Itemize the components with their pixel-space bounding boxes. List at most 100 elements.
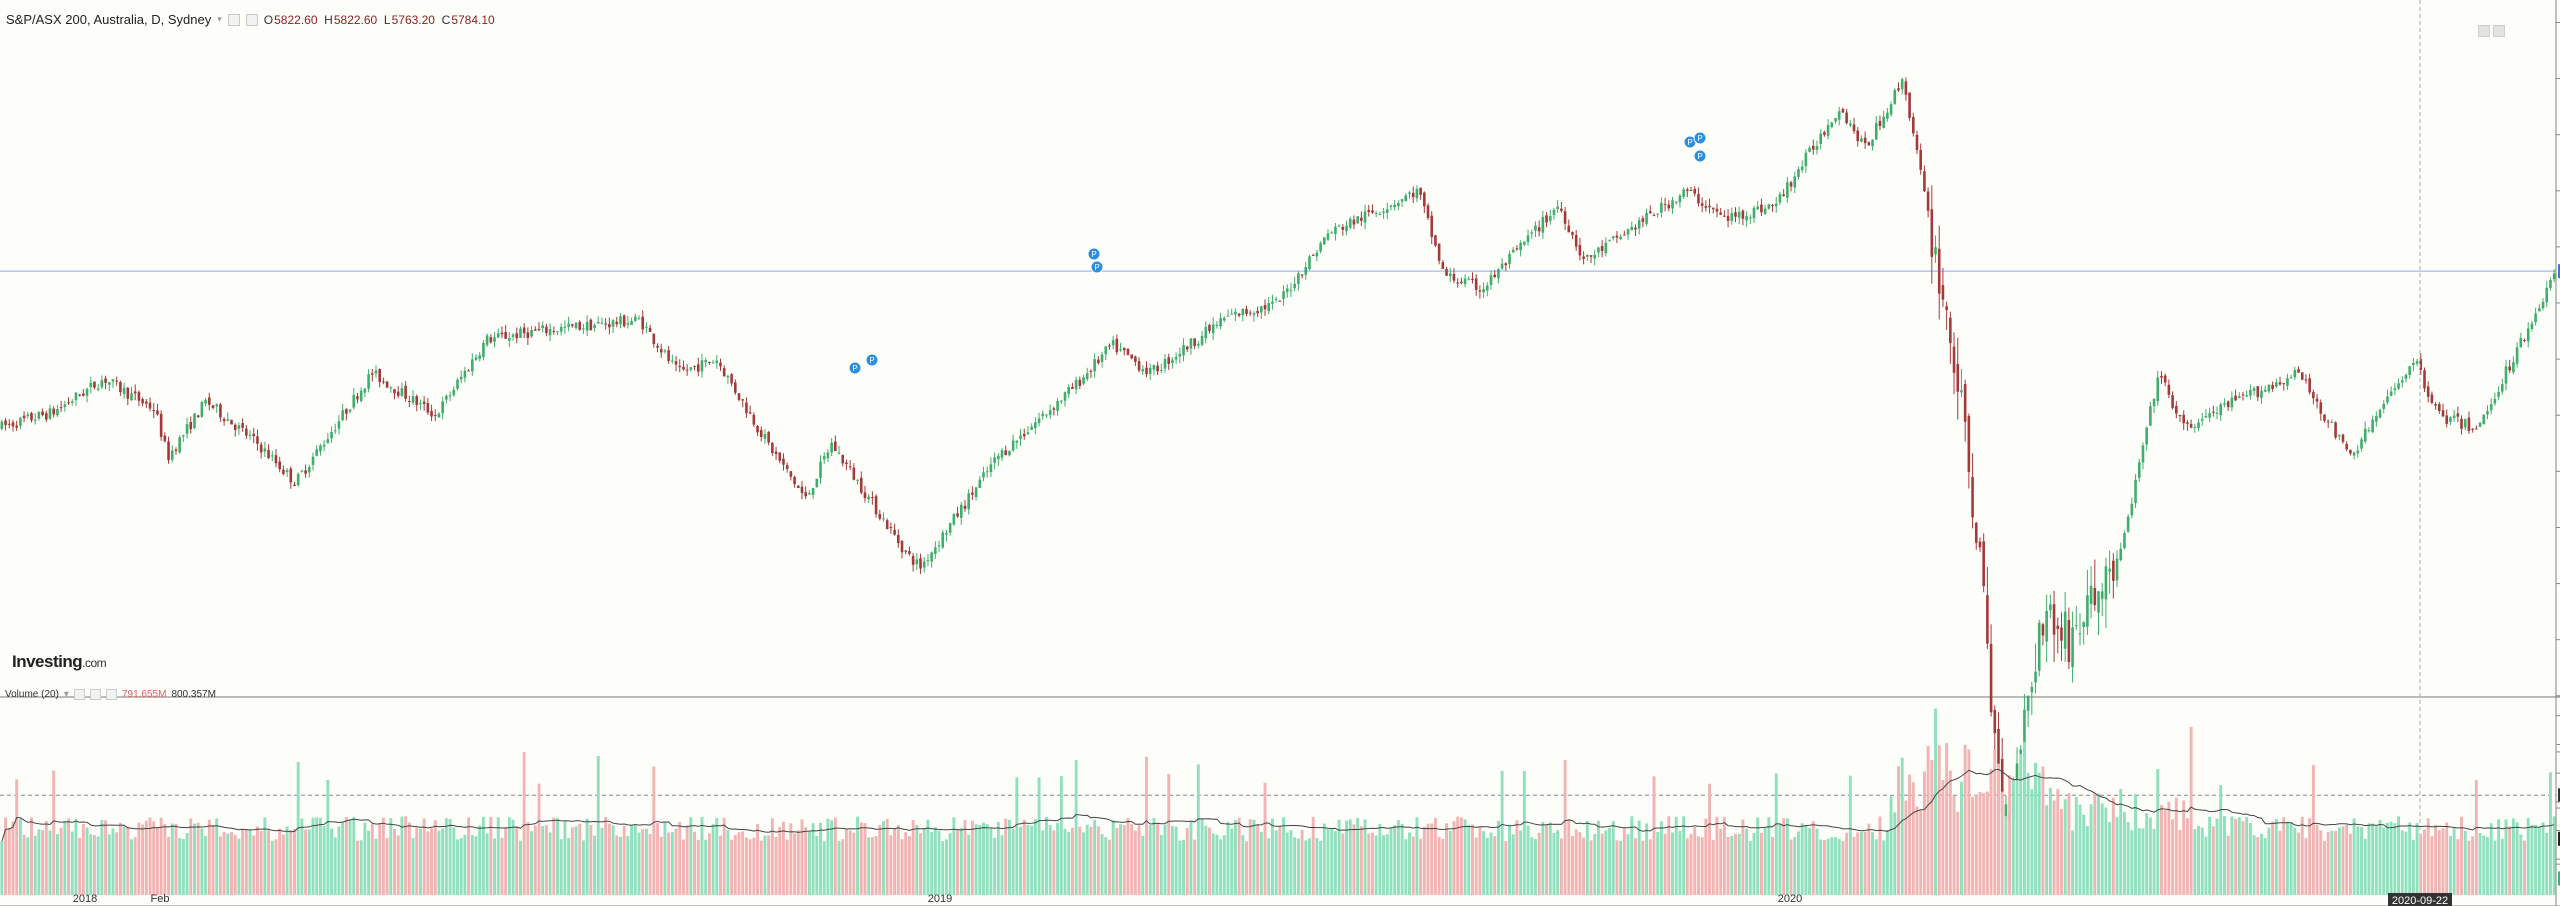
candle-body: [385, 381, 389, 388]
close-icon[interactable]: [105, 689, 117, 700]
volume-bar: [1241, 835, 1245, 895]
candle-body: [626, 323, 630, 325]
volume-bar: [193, 823, 196, 895]
candle-body: [1093, 359, 1096, 372]
logo-suffix: .com: [82, 656, 107, 670]
event-marker-icon[interactable]: [1693, 149, 1707, 163]
volume-bar: [248, 829, 252, 895]
candle-body: [2341, 434, 2345, 442]
volume-dropdown-icon[interactable]: ▾: [63, 689, 69, 700]
candle-body: [2530, 323, 2534, 330]
volume-bar: [1756, 817, 1760, 895]
volume-bar: [2337, 827, 2341, 895]
candlestick-series: [0, 77, 2556, 839]
candle-body: [426, 402, 430, 413]
volume-bar: [719, 835, 722, 895]
candle-body: [2382, 403, 2386, 409]
volume-bar: [1389, 827, 1393, 895]
candle-body: [511, 334, 515, 337]
volume-bar: [537, 783, 541, 895]
volume-bar: [904, 832, 908, 895]
volume-bar: [267, 830, 271, 895]
candle-body: [1734, 212, 1737, 217]
volume-bar: [841, 839, 845, 895]
candle-body: [1949, 317, 1952, 344]
candle-body: [500, 332, 504, 335]
candle-body: [1078, 379, 1082, 386]
candle-body: [1708, 205, 1711, 208]
candle-body: [622, 315, 626, 327]
candle-body: [74, 392, 78, 401]
settings-icon[interactable]: [245, 13, 258, 26]
candle-body: [719, 362, 722, 367]
volume-bar: [1259, 832, 1263, 895]
candle-body: [2312, 392, 2315, 399]
eye-icon[interactable]: [73, 689, 85, 700]
volume-bar: [1848, 775, 1852, 895]
candle-body: [1660, 202, 1663, 213]
settings-icon[interactable]: [89, 689, 101, 700]
volume-bar: [1589, 840, 1593, 895]
volume-bar: [970, 820, 974, 895]
volume-bar: [1611, 821, 1615, 895]
event-marker-letter: P: [1094, 263, 1099, 272]
candle-body: [582, 328, 585, 330]
volume-bar: [682, 839, 685, 895]
candle-body: [1334, 226, 1337, 235]
volume-bar: [1185, 827, 1189, 895]
volume-bar: [1752, 833, 1756, 895]
candle-body: [1363, 211, 1367, 223]
candle-body: [1730, 213, 1734, 221]
candle-body: [2552, 273, 2556, 280]
volume-bar: [1608, 827, 1611, 895]
candle-body: [771, 442, 774, 453]
volume-bar: [678, 821, 682, 895]
volume-bar: [259, 831, 263, 895]
candle-body: [730, 374, 733, 384]
event-marker-icon[interactable]: [848, 361, 862, 375]
volume-bar: [548, 832, 552, 895]
volume-bar: [1967, 749, 1971, 895]
candle-body: [1367, 209, 1371, 212]
eye-icon[interactable]: [227, 13, 240, 26]
candle-body: [959, 504, 963, 518]
candle-body: [352, 394, 356, 408]
minimize-icon[interactable]: [2478, 25, 2490, 37]
event-marker-icon[interactable]: [865, 353, 879, 367]
volume-bar: [511, 819, 515, 895]
candle-body: [1471, 278, 1474, 280]
candle-body: [508, 338, 511, 341]
price-pane[interactable]: [0, 0, 2560, 697]
candle-body: [656, 345, 659, 348]
volume-bar: [722, 817, 726, 895]
event-marker-icon[interactable]: [1087, 247, 1101, 261]
volume-bar: [1000, 835, 1004, 895]
candle-body: [752, 414, 756, 425]
volume-bar: [2108, 822, 2112, 895]
volume-bar: [1478, 826, 1482, 895]
candle-body: [1745, 216, 1748, 221]
volume-bar: [1648, 839, 1652, 895]
maximize-icon[interactable]: [2493, 25, 2505, 37]
candle-body: [2078, 633, 2082, 635]
volume-bar: [1945, 743, 1949, 895]
symbol-name[interactable]: S&P/ASX 200, Australia, D, Sydney: [6, 12, 212, 27]
candle-body: [152, 409, 156, 412]
event-marker-icon[interactable]: [1090, 260, 1104, 274]
volume-bar: [2441, 828, 2445, 895]
candle-body: [667, 350, 670, 361]
volume-bar: [922, 828, 926, 895]
candle-body: [2538, 308, 2541, 312]
candle-body: [593, 325, 596, 328]
event-marker-icon[interactable]: [1693, 131, 1707, 145]
volume-label[interactable]: Volume (20): [5, 689, 59, 700]
candle-body: [237, 425, 241, 429]
candle-body: [1567, 225, 1571, 233]
candle-body: [2100, 591, 2104, 599]
candle-body: [19, 417, 22, 426]
volume-bar: [959, 827, 963, 895]
volume-bar: [1308, 838, 1311, 895]
symbol-dropdown-icon[interactable]: ▾: [217, 14, 222, 24]
candle-body: [230, 419, 233, 425]
